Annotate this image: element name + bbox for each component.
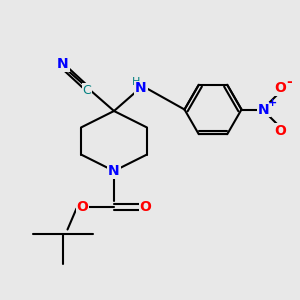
Text: O: O [76, 200, 88, 214]
Text: H: H [131, 77, 140, 87]
Text: N: N [135, 82, 147, 95]
Text: O: O [274, 82, 286, 95]
Text: N: N [108, 164, 120, 178]
Text: C: C [82, 83, 91, 97]
Text: N: N [258, 103, 270, 116]
Text: O: O [274, 124, 286, 137]
Text: +: + [268, 98, 277, 108]
Text: O: O [140, 200, 152, 214]
Text: N: N [57, 58, 69, 71]
Text: -: - [286, 75, 292, 89]
